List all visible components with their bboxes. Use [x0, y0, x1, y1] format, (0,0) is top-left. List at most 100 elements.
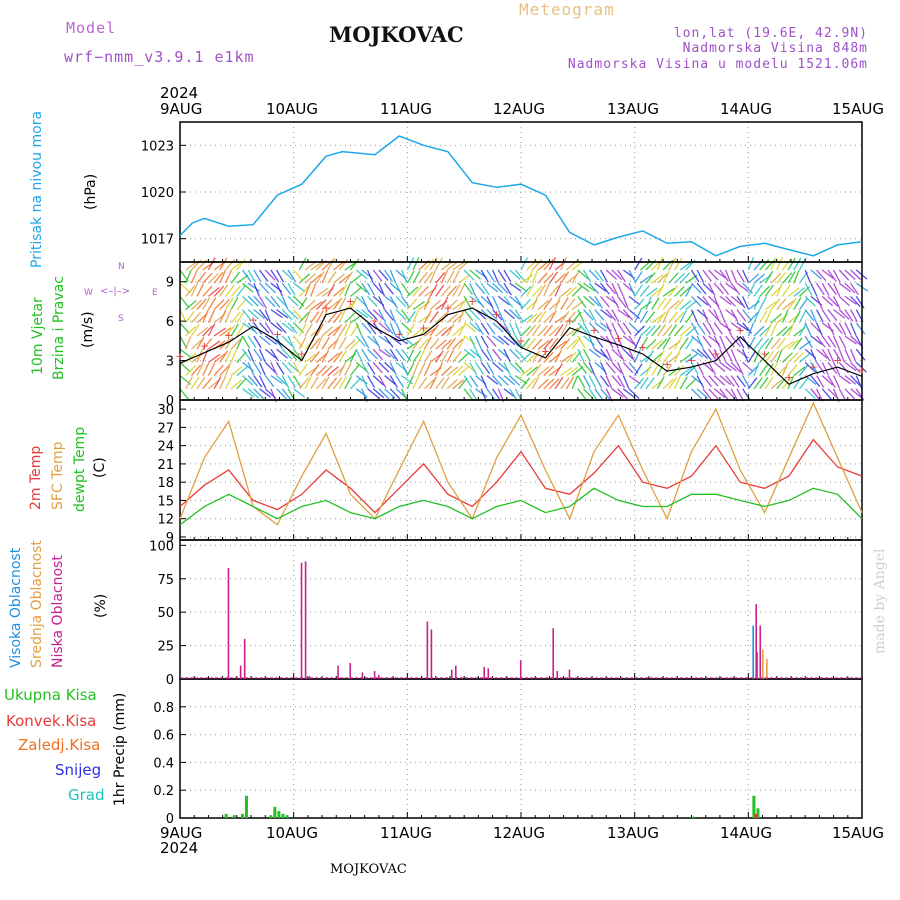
wind-barb — [219, 270, 226, 284]
wind-barb — [491, 269, 499, 284]
wind-barb — [702, 282, 714, 294]
precip-bar — [754, 813, 758, 818]
wind-barb — [730, 361, 742, 373]
wind-barb — [190, 270, 198, 284]
wind-barb — [492, 282, 504, 294]
wind-barb — [708, 388, 719, 400]
wind-barb — [207, 257, 216, 271]
wind-barb — [344, 283, 351, 297]
wind-barb — [844, 309, 854, 322]
wind-barb — [770, 272, 782, 284]
wind-barb — [838, 335, 847, 349]
wind-barb — [316, 287, 329, 297]
wind-barb — [651, 339, 663, 350]
wind-barb — [361, 362, 370, 375]
wind-barb — [520, 314, 533, 324]
wind-barb — [617, 375, 626, 389]
wind-barb — [577, 282, 590, 293]
wind-barb — [793, 297, 802, 310]
wind-speed-line — [179, 307, 863, 385]
wind-barb — [605, 322, 613, 336]
wind-barb — [844, 361, 857, 372]
wind-barb — [770, 298, 781, 311]
wind-barb — [594, 388, 604, 401]
wind-barb — [537, 378, 549, 390]
wind-barb — [617, 269, 626, 283]
wind-barb — [486, 375, 499, 385]
wind-barb — [406, 286, 419, 297]
wind-barb — [298, 257, 307, 271]
wind-barb — [259, 388, 272, 398]
wind-barb — [815, 322, 823, 336]
wind-barb — [588, 362, 596, 376]
wind-barb — [264, 269, 276, 281]
wind-barb — [634, 336, 642, 350]
wind-barb — [520, 325, 532, 337]
wind-barb — [440, 270, 448, 284]
wind-barb — [230, 349, 237, 363]
cloud-bar — [755, 604, 757, 679]
wind-barb — [276, 375, 288, 386]
wind-barb — [372, 361, 383, 374]
precip-bar — [281, 813, 285, 818]
wind-barb — [344, 339, 356, 350]
wind-barb — [685, 353, 698, 363]
wind-barb — [526, 377, 537, 390]
precip-frozen-label: Zaledj.Kisa — [18, 736, 101, 754]
wind-gust-mark: + — [492, 308, 501, 321]
wind-barb — [634, 363, 643, 376]
wind-barb — [793, 287, 806, 297]
wind-barb — [287, 322, 298, 334]
wind-barb — [747, 377, 758, 390]
wind-barb — [571, 366, 584, 377]
wind-barb — [588, 295, 600, 307]
wind-barb — [242, 322, 255, 332]
wind-barb — [298, 377, 309, 390]
cloud-bar — [308, 676, 311, 679]
wind-barb — [293, 348, 303, 361]
wind-barb — [747, 336, 756, 350]
wind-barb — [452, 284, 461, 297]
wind-barb — [628, 322, 640, 334]
wind-barb — [855, 322, 866, 335]
wind-barb — [622, 388, 635, 398]
wind-barb — [378, 375, 387, 389]
wind-barb — [321, 349, 330, 363]
wind-barb — [208, 340, 221, 350]
wind-barb — [446, 378, 458, 390]
wind-barb — [412, 350, 422, 363]
wind-barb — [645, 311, 656, 324]
wind-barb — [571, 270, 580, 284]
wind-barb — [446, 366, 459, 377]
wind-barb — [264, 282, 276, 294]
wind-barb — [384, 361, 396, 373]
wind-barb — [253, 388, 265, 400]
wind-barb — [520, 274, 533, 284]
wind-barb — [486, 362, 495, 375]
wind-barb — [310, 337, 321, 350]
wind-barb — [486, 388, 496, 401]
wind-barb — [247, 388, 260, 399]
wind-barb — [219, 284, 229, 297]
wind-barb — [384, 269, 394, 282]
wind-barb — [583, 361, 593, 374]
wind-barb — [719, 348, 727, 363]
wind-barb — [764, 270, 774, 284]
wind-barb — [378, 296, 386, 310]
wind-barb — [742, 296, 750, 310]
wind-barb — [338, 284, 348, 297]
wind-barb — [452, 379, 464, 390]
wind-barb — [196, 362, 204, 376]
wind-barb — [531, 269, 539, 284]
wind-barb — [350, 274, 362, 284]
wind-barb — [185, 365, 196, 377]
wind-barb — [509, 269, 521, 280]
wind-barb — [463, 322, 476, 332]
temp-tick-label: 24 — [157, 440, 174, 455]
wind-barb — [179, 335, 188, 349]
wind-barb — [429, 376, 438, 390]
wind-barb — [492, 348, 502, 361]
wind-barb — [810, 269, 822, 280]
wind-barb — [514, 348, 526, 360]
wind-barb — [452, 325, 464, 337]
